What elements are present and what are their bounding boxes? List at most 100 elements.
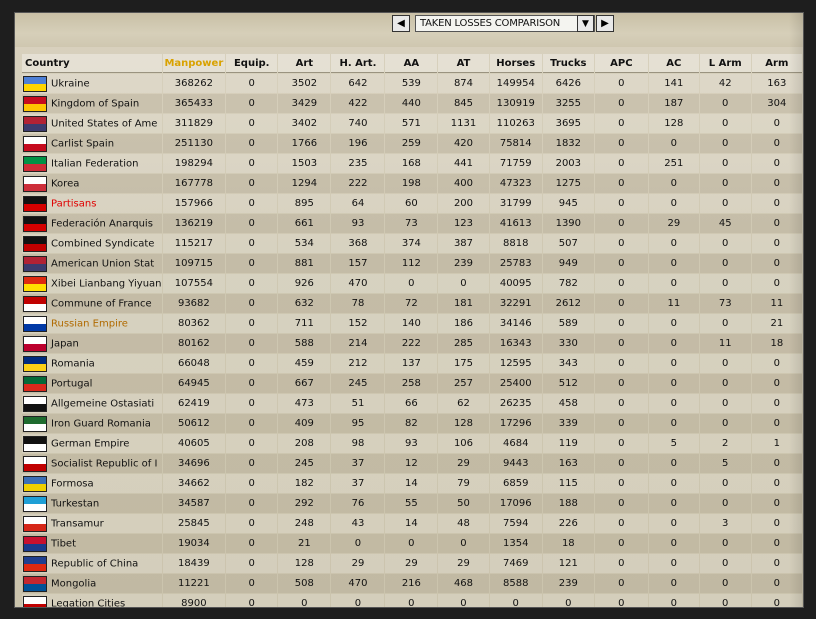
- chevron-right-icon[interactable]: ▶: [596, 15, 614, 32]
- table-row[interactable]: Tibet 19034 0 21 0 0 0 1354 18 0 0 0 0: [22, 534, 802, 553]
- cell-arm: 21: [751, 314, 802, 333]
- cell-manpower: 115217: [162, 234, 226, 253]
- flag-icon: [23, 255, 47, 272]
- column-header-trucks[interactable]: Trucks: [542, 54, 594, 73]
- cell-horses: 8818: [489, 234, 542, 253]
- country-cell[interactable]: Partisans: [22, 194, 162, 213]
- table-row[interactable]: Carlist Spain 251130 0 1766 196 259 420 75814 18…: [22, 134, 802, 153]
- column-header-art[interactable]: Art: [278, 54, 331, 73]
- table-row[interactable]: Ukraine 368262 0 3502 642 539 874 149954 6426 0 14…: [22, 74, 802, 93]
- column-header-h-art[interactable]: H. Art.: [331, 54, 385, 73]
- table-row[interactable]: Republic of China 18439 0 128 29 29 29 7469 121 0…: [22, 554, 802, 573]
- country-name: Carlist Spain: [51, 138, 115, 149]
- table-row[interactable]: Korea 167778 0 1294 222 198 400 47323 1275 0 0 0 0: [22, 174, 802, 193]
- column-header-equip[interactable]: Equip.: [226, 54, 278, 73]
- table-row[interactable]: Mongolia 11221 0 508 470 216 468 8588 239 0 0 0 0: [22, 574, 802, 593]
- cell-equip: 0: [226, 334, 278, 353]
- column-header-horses[interactable]: Horses: [489, 54, 542, 73]
- column-header-ac[interactable]: AC: [648, 54, 699, 73]
- country-cell[interactable]: Federación Anarquis: [22, 214, 162, 233]
- cell-ac: 128: [648, 114, 699, 133]
- view-selector[interactable]: TAKEN LOSSES COMPARISON: [415, 15, 595, 32]
- table-row[interactable]: Formosa 34662 0 182 37 14 79 6859 115 0 0 0 0: [22, 474, 802, 493]
- table-row[interactable]: Kingdom of Spain 365433 0 3429 422 440 845 1309…: [22, 94, 802, 113]
- country-cell[interactable]: Formosa: [22, 474, 162, 493]
- table-row[interactable]: German Empire 40605 0 208 98 93 106 4684 119 0 5 2 1: [22, 434, 802, 453]
- country-cell[interactable]: German Empire: [22, 434, 162, 453]
- cell-equip: 0: [226, 74, 278, 93]
- column-header-l-arm[interactable]: L Arm: [699, 54, 751, 73]
- table-row[interactable]: Xibei Lianbang Yiyuan 107554 0 926 470 0 0 4009…: [22, 274, 802, 293]
- country-cell[interactable]: Turkestan: [22, 494, 162, 513]
- country-cell[interactable]: Korea: [22, 174, 162, 193]
- column-header-aa[interactable]: AA: [385, 54, 438, 73]
- country-cell[interactable]: Tibet: [22, 534, 162, 553]
- country-cell[interactable]: Carlist Spain: [22, 134, 162, 153]
- chevron-down-icon[interactable]: ▼: [577, 15, 594, 32]
- cell-horses: 12595: [489, 354, 542, 373]
- table-row[interactable]: United States of Ame 311829 0 3402 740 571 113…: [22, 114, 802, 133]
- country-cell[interactable]: Romania: [22, 354, 162, 373]
- column-header-country[interactable]: Country: [22, 54, 162, 73]
- country-cell[interactable]: Socialist Republic of I: [22, 454, 162, 473]
- country-name: Allgemeine Ostasiati: [51, 398, 155, 409]
- cell-aa: 198: [385, 174, 438, 193]
- table-row[interactable]: Italian Federation 198294 0 1503 235 168 441 71…: [22, 154, 802, 173]
- cell-apc: 0: [594, 534, 648, 553]
- column-header-at[interactable]: AT: [438, 54, 489, 73]
- cell-arm: 304: [751, 94, 802, 113]
- country-cell[interactable]: Japan: [22, 334, 162, 353]
- country-cell[interactable]: Ukraine: [22, 74, 162, 93]
- cell-manpower: 251130: [162, 134, 226, 153]
- cell-l-arm: 0: [699, 474, 751, 493]
- column-header-apc[interactable]: APC: [594, 54, 648, 73]
- country-cell[interactable]: Commune of France: [22, 294, 162, 313]
- country-name: Iron Guard Romania: [51, 418, 151, 429]
- table-row[interactable]: Japan 80162 0 588 214 222 285 16343 330 0 0 11 18: [22, 334, 802, 353]
- country-cell[interactable]: Portugal: [22, 374, 162, 393]
- cell-manpower: 368262: [162, 74, 226, 93]
- column-header-manpower[interactable]: Manpower: [162, 54, 226, 73]
- country-cell[interactable]: Transamur: [22, 514, 162, 533]
- cell-aa: 82: [385, 414, 438, 433]
- country-cell[interactable]: Republic of China: [22, 554, 162, 573]
- table-row[interactable]: Federación Anarquis 136219 0 661 93 73 123 4161…: [22, 214, 802, 233]
- cell-horses: 0: [489, 594, 542, 607]
- table-row[interactable]: Russian Empire 80362 0 711 152 140 186 34146 589…: [22, 314, 802, 333]
- country-cell[interactable]: Iron Guard Romania: [22, 414, 162, 433]
- cell-h-art: 368: [331, 234, 385, 253]
- cell-arm: 0: [751, 494, 802, 513]
- country-cell[interactable]: Kingdom of Spain: [22, 94, 162, 113]
- cell-manpower: 18439: [162, 554, 226, 573]
- chevron-left-icon[interactable]: ◀: [392, 15, 410, 32]
- table-row[interactable]: Socialist Republic of I 34696 0 245 37 12 29 94…: [22, 454, 802, 473]
- cell-manpower: 62419: [162, 394, 226, 413]
- table-row[interactable]: Transamur 25845 0 248 43 14 48 7594 226 0 0 3 0: [22, 514, 802, 533]
- table-row[interactable]: Commune of France 93682 0 632 78 72 181 32291 26…: [22, 294, 802, 313]
- cell-at: 420: [438, 134, 489, 153]
- table-row[interactable]: Turkestan 34587 0 292 76 55 50 17096 188 0 0 0 0: [22, 494, 802, 513]
- country-cell[interactable]: American Union Stat: [22, 254, 162, 273]
- country-cell[interactable]: Combined Syndicate: [22, 234, 162, 253]
- cell-horses: 32291: [489, 294, 542, 313]
- country-cell[interactable]: United States of Ame: [22, 114, 162, 133]
- table-row[interactable]: Allgemeine Ostasiati 62419 0 473 51 66 62 26235…: [22, 394, 802, 413]
- country-cell[interactable]: Italian Federation: [22, 154, 162, 173]
- country-cell[interactable]: Legation Cities: [22, 594, 162, 607]
- country-cell[interactable]: Allgemeine Ostasiati: [22, 394, 162, 413]
- cell-at: 175: [438, 354, 489, 373]
- table-row[interactable]: Romania 66048 0 459 212 137 175 12595 343 0 0 0 0: [22, 354, 802, 373]
- column-header-arm[interactable]: Arm: [751, 54, 802, 73]
- cell-equip: 0: [226, 354, 278, 373]
- table-row[interactable]: Combined Syndicate 115217 0 534 368 374 387 881…: [22, 234, 802, 253]
- table-row[interactable]: Legation Cities 8900 0 0 0 0 0 0 0 0 0 0 0: [22, 594, 802, 607]
- country-cell[interactable]: Xibei Lianbang Yiyuan: [22, 274, 162, 293]
- table-row[interactable]: Partisans 157966 0 895 64 60 200 31799 945 0 0 0 0: [22, 194, 802, 213]
- table-row[interactable]: Portugal 64945 0 667 245 258 257 25400 512 0 0 0 0: [22, 374, 802, 393]
- country-name: Transamur: [51, 518, 104, 529]
- table-row[interactable]: American Union Stat 109715 0 881 157 112 239 25…: [22, 254, 802, 273]
- country-cell[interactable]: Mongolia: [22, 574, 162, 593]
- country-cell[interactable]: Russian Empire: [22, 314, 162, 333]
- table-row[interactable]: Iron Guard Romania 50612 0 409 95 82 128 17296 3…: [22, 414, 802, 433]
- cell-arm: 0: [751, 414, 802, 433]
